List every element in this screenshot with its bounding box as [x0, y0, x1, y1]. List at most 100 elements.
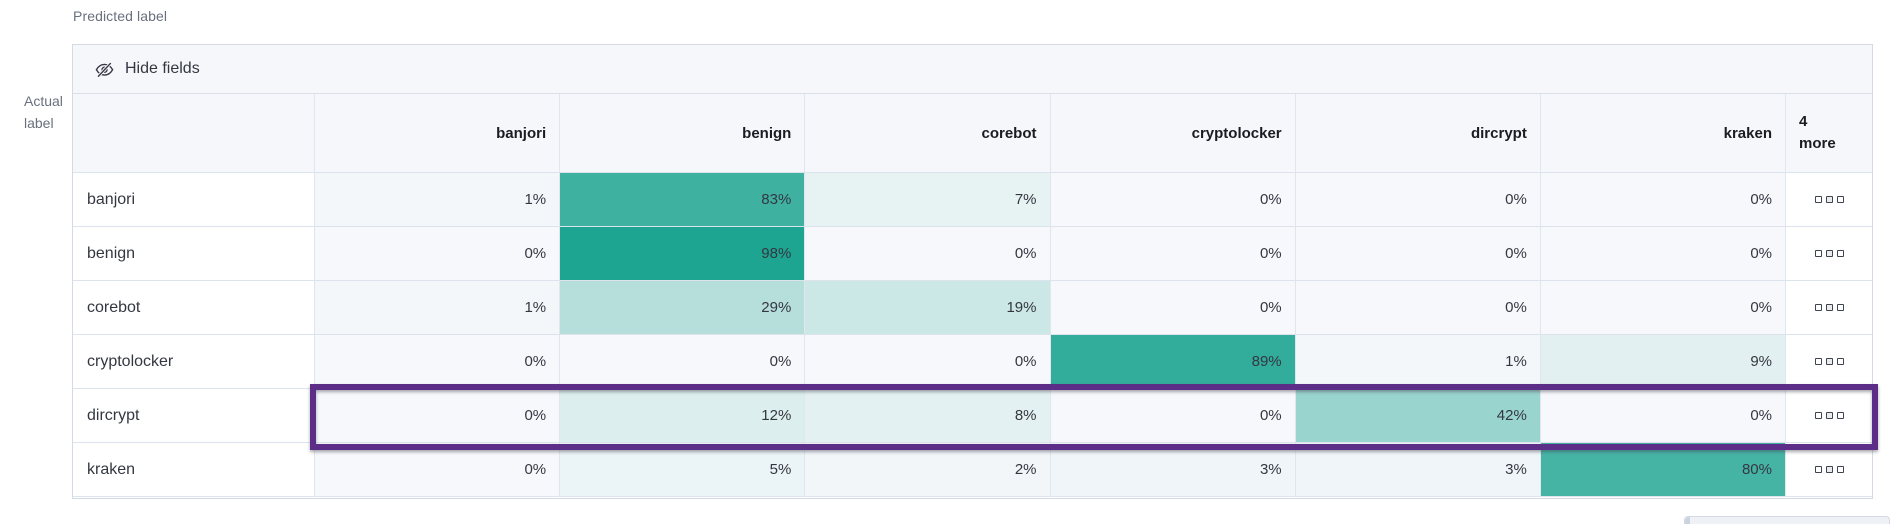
boxes-horizontal-icon[interactable] [1811, 462, 1848, 477]
table-row-banjori: banjori 1% 83% 7% 0% 0% 0% [73, 173, 1872, 227]
cell-dircrypt-corebot: 8% [805, 389, 1051, 443]
box-glyph [1825, 412, 1833, 419]
cell-banjori-benign: 83% [560, 173, 806, 227]
row-banjori-overflow-cell [1786, 173, 1872, 227]
box-glyph [1836, 358, 1844, 365]
cell-benign-dircrypt: 0% [1295, 227, 1541, 281]
box-glyph [1825, 466, 1833, 473]
cell-banjori-dircrypt: 0% [1295, 173, 1541, 227]
cell-cryptolocker-corebot: 0% [805, 335, 1051, 389]
more-header-line2: more [1799, 135, 1836, 152]
cell-benign-banjori: 0% [315, 227, 561, 281]
cell-benign-cryptolocker: 0% [1050, 227, 1296, 281]
row-benign-overflow-cell [1786, 227, 1872, 281]
boxes-horizontal-icon[interactable] [1811, 246, 1848, 261]
cell-banjori-corebot: 7% [805, 173, 1051, 227]
cell-kraken-benign: 5% [560, 443, 806, 497]
row-label-cryptolocker: cryptolocker [73, 335, 315, 389]
boxes-horizontal-icon[interactable] [1811, 354, 1848, 369]
boxes-horizontal-icon[interactable] [1811, 192, 1848, 207]
confusion-matrix-table: Hide fields banjori benign corebot cryptolo… [72, 44, 1878, 499]
cell-dircrypt-dircrypt: 42% [1295, 389, 1541, 443]
cell-corebot-banjori: 1% [315, 281, 561, 335]
box-glyph [1836, 412, 1844, 419]
column-header-cryptolocker[interactable]: cryptolocker [1050, 94, 1296, 173]
box-glyph [1814, 196, 1822, 203]
box-glyph [1825, 196, 1833, 203]
cell-dircrypt-kraken: 0% [1540, 389, 1786, 443]
row-dircrypt-overflow-cell [1786, 389, 1872, 443]
cell-banjori-banjori: 1% [315, 173, 561, 227]
cell-kraken-dircrypt: 3% [1295, 443, 1541, 497]
column-header-benign[interactable]: benign [560, 94, 806, 173]
box-glyph [1814, 412, 1822, 419]
matrix-rows: banjori 1% 83% 7% 0% 0% 0% benign 0% 98% 0% 0% 0% 0% c… [73, 173, 1872, 497]
table-row-kraken: kraken 0% 5% 2% 3% 3% 80% [73, 443, 1872, 497]
box-glyph [1836, 304, 1844, 311]
row-label-dircrypt: dircrypt [73, 389, 315, 443]
box-glyph [1814, 358, 1822, 365]
box-glyph [1836, 196, 1844, 203]
row-label-corebot: corebot [73, 281, 315, 335]
cell-banjori-kraken: 0% [1540, 173, 1786, 227]
box-glyph [1825, 358, 1833, 365]
cell-corebot-cryptolocker: 0% [1050, 281, 1296, 335]
boxes-horizontal-icon[interactable] [1811, 300, 1848, 315]
column-header-row: banjori benign corebot cryptolocker dircrypt… [73, 94, 1872, 173]
cell-cryptolocker-banjori: 0% [315, 335, 561, 389]
cell-dircrypt-benign: 12% [560, 389, 806, 443]
column-header-more[interactable]: 4 more [1786, 94, 1872, 173]
cell-kraken-kraken: 80% [1540, 443, 1786, 497]
column-header-corebot[interactable]: corebot [805, 94, 1051, 173]
row-kraken-overflow-cell [1786, 443, 1872, 497]
box-glyph [1814, 250, 1822, 257]
hide-fields-label: Hide fields [125, 60, 200, 77]
cell-corebot-dircrypt: 0% [1295, 281, 1541, 335]
row-label-banjori: banjori [73, 173, 315, 227]
column-header-dircrypt[interactable]: dircrypt [1295, 94, 1541, 173]
cell-dircrypt-banjori: 0% [315, 389, 561, 443]
hide-fields-button[interactable]: Hide fields [95, 60, 200, 79]
box-glyph [1836, 466, 1844, 473]
table-row-corebot: corebot 1% 29% 19% 0% 0% 0% [73, 281, 1872, 335]
table-row-benign: benign 0% 98% 0% 0% 0% 0% [73, 227, 1872, 281]
cell-corebot-benign: 29% [560, 281, 806, 335]
cell-cryptolocker-dircrypt: 1% [1295, 335, 1541, 389]
column-header-kraken[interactable]: kraken [1540, 94, 1786, 173]
row-corebot-overflow-cell [1786, 281, 1872, 335]
cell-benign-benign: 98% [560, 227, 806, 281]
row-label-benign: benign [73, 227, 315, 281]
row-cryptolocker-overflow-cell [1786, 335, 1872, 389]
table-row-cryptolocker: cryptolocker 0% 0% 0% 89% 1% 9% [73, 335, 1872, 389]
actual-label-line2: label [24, 115, 54, 131]
cell-kraken-cryptolocker: 3% [1050, 443, 1296, 497]
eye-closed-icon [95, 61, 114, 78]
cell-benign-kraken: 0% [1540, 227, 1786, 281]
box-glyph [1825, 304, 1833, 311]
cell-cryptolocker-kraken: 9% [1540, 335, 1786, 389]
box-glyph [1814, 304, 1822, 311]
cell-cryptolocker-cryptolocker: 89% [1050, 335, 1296, 389]
cell-dircrypt-cryptolocker: 0% [1050, 389, 1296, 443]
actual-label-axis-title: Actual label [24, 90, 70, 134]
corner-header-cell [73, 94, 315, 173]
box-glyph [1825, 250, 1833, 257]
cell-kraken-corebot: 2% [805, 443, 1051, 497]
cell-banjori-cryptolocker: 0% [1050, 173, 1296, 227]
boxes-horizontal-icon[interactable] [1811, 408, 1848, 423]
partial-bottom-control[interactable] [1684, 516, 1890, 524]
box-glyph [1836, 250, 1844, 257]
cell-corebot-corebot: 19% [805, 281, 1051, 335]
box-glyph [1814, 466, 1822, 473]
row-label-kraken: kraken [73, 443, 315, 497]
more-header-line1: 4 [1799, 113, 1808, 130]
column-header-banjori[interactable]: banjori [315, 94, 561, 173]
predicted-label-axis-title: Predicted label [73, 8, 168, 24]
cell-cryptolocker-benign: 0% [560, 335, 806, 389]
cell-benign-corebot: 0% [805, 227, 1051, 281]
data-grid-toolbar: Hide fields [73, 45, 1872, 94]
actual-label-line1: Actual [24, 93, 63, 109]
cell-corebot-kraken: 0% [1540, 281, 1786, 335]
table-row-dircrypt: dircrypt 0% 12% 8% 0% 42% 0% [73, 389, 1872, 443]
